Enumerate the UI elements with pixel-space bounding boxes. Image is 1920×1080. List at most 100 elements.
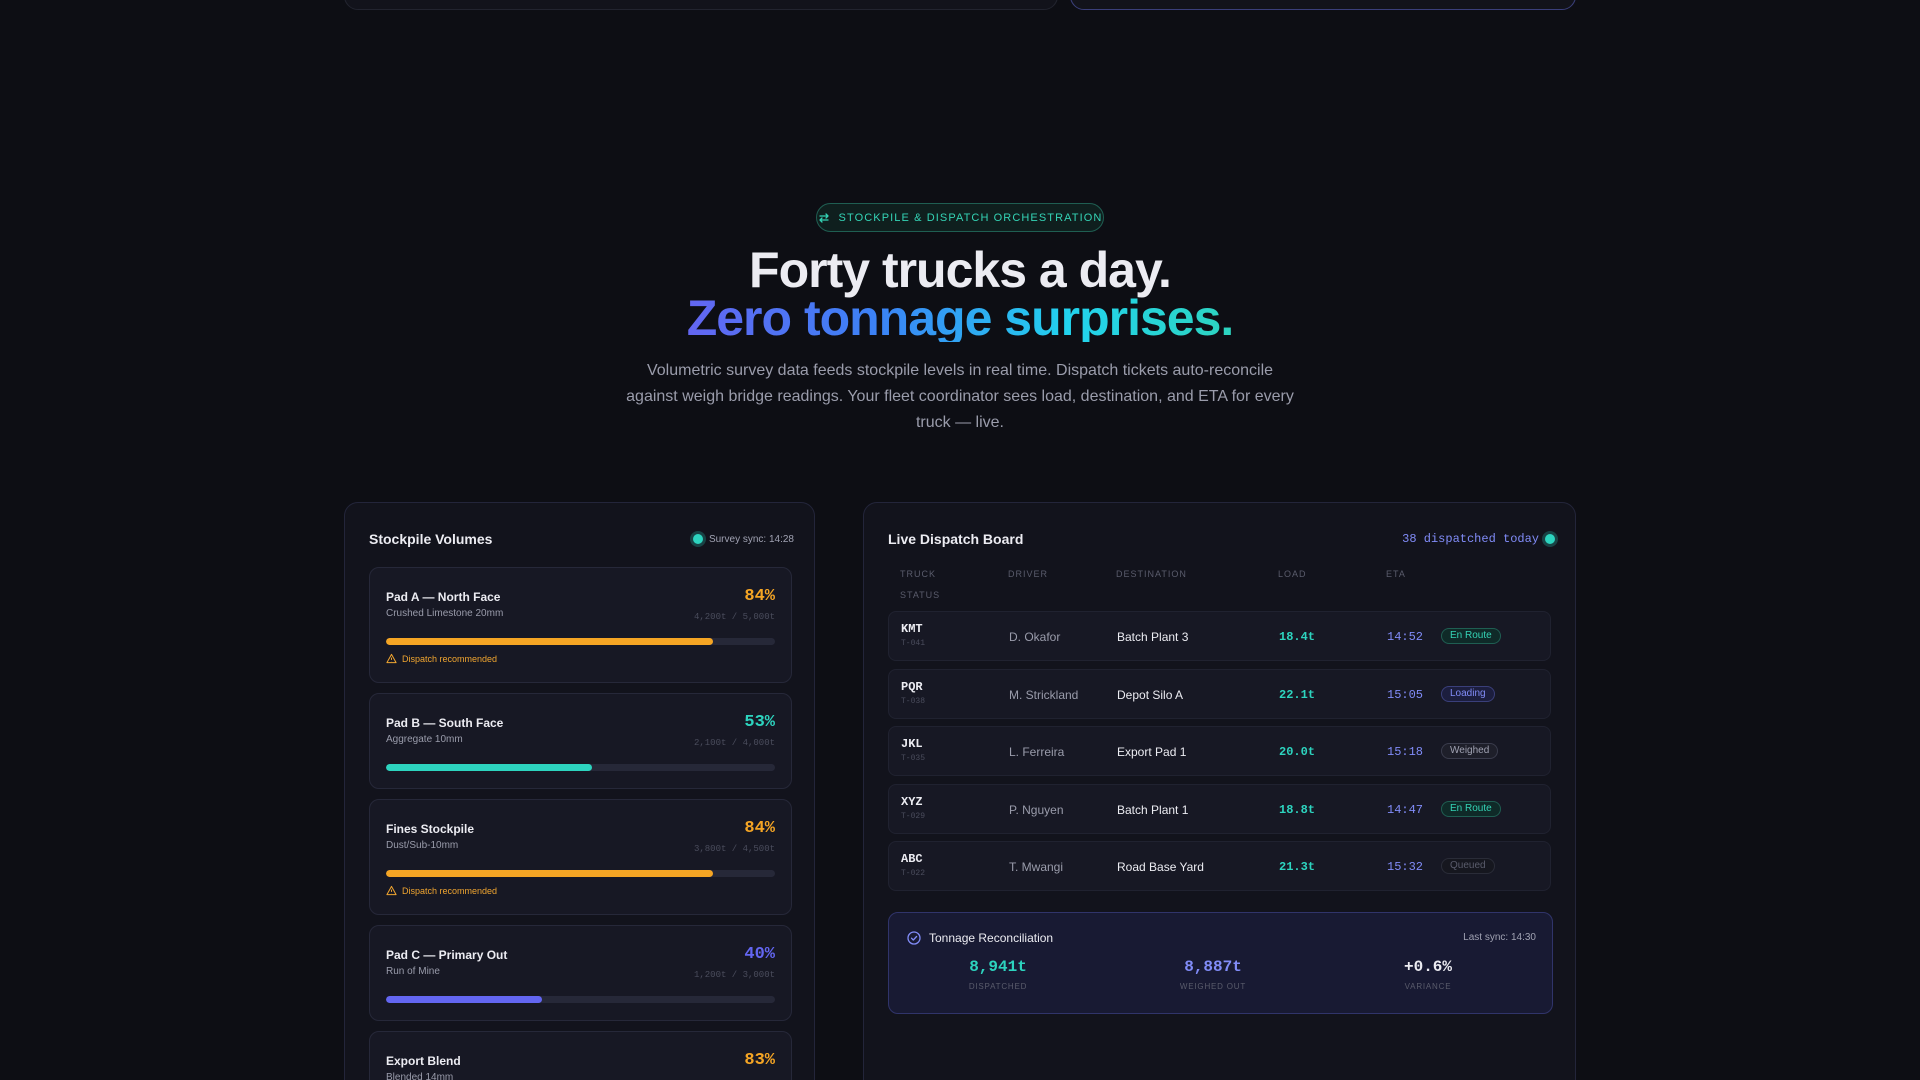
stockpile-card[interactable]: Pad B — South Face Aggregate 10mm 53% 2,100…	[369, 693, 792, 789]
col-status: STATUS	[900, 590, 941, 600]
truck-id: T-041	[901, 639, 926, 648]
destination: Batch Plant 1	[1117, 802, 1189, 817]
load-value: 20.0t	[1279, 745, 1316, 759]
eta-value: 14:47	[1387, 802, 1424, 817]
stockpile-card[interactable]: Export Blend Blended 14mm 83%	[369, 1031, 792, 1080]
eta-value: 15:05	[1387, 687, 1424, 702]
dispatch-row[interactable]: XYZ T-029 P. Nguyen Batch Plant 1 18.8t 14:47…	[888, 783, 1551, 834]
dispatch-row[interactable]: PQR T-038 M. Strickland Depot Silo A 22.1t 15…	[888, 668, 1551, 719]
load-value: 18.8t	[1279, 802, 1316, 817]
stockpile-quantity: 1,200t / 3,000t	[693, 970, 775, 980]
top-card-right	[1070, 0, 1576, 10]
stockpile-progress-fill	[386, 996, 542, 1003]
dispatch-row[interactable]: KMT T-041 D. Okafor Batch Plant 3 18.4t 14:52…	[888, 611, 1551, 661]
hero-subtitle: Volumetric survey data feeds stockpile l…	[626, 362, 1294, 431]
recon-stat-value: 8,887t	[1184, 958, 1242, 976]
stockpile-name: Pad A — North Face	[386, 590, 501, 604]
truck-code: PQR	[901, 679, 923, 694]
recon-header: Tonnage Reconciliation	[907, 931, 1053, 945]
destination: Road Base Yard	[1117, 860, 1204, 874]
destination: Export Pad 1	[1117, 745, 1187, 759]
eyebrow-badge: STOCKPILE & DISPATCH ORCHESTRATION	[816, 203, 1104, 232]
live-dot-icon	[692, 534, 703, 544]
stockpile-progress-track	[386, 764, 775, 771]
stockpile-progress-track	[386, 996, 775, 1003]
live-dot-icon	[1545, 534, 1555, 544]
dispatch-title: Live Dispatch Board	[888, 531, 1024, 547]
recon-stat: +0.6% VARIANCE	[1328, 958, 1528, 991]
col-eta: ETA	[1386, 569, 1406, 579]
truck-code: ABC	[901, 852, 923, 866]
stockpile-quantity: 2,100t / 4,000t	[693, 738, 775, 748]
driver-name: T. Mwangi	[1009, 860, 1064, 874]
stockpile-card[interactable]: Pad C — Primary Out Run of Mine 40% 1,200t …	[369, 925, 792, 1021]
load-value: 18.4t	[1279, 630, 1316, 644]
load-value: 22.1t	[1279, 687, 1316, 702]
status-badge: Loading	[1441, 685, 1495, 702]
truck-id: T-035	[901, 754, 926, 763]
status-badge: En Route	[1441, 628, 1501, 644]
dispatch-warning-text: Dispatch recommended	[402, 653, 498, 664]
driver-name: P. Nguyen	[1009, 802, 1064, 817]
stockpile-quantity: 4,200t / 5,000t	[693, 612, 775, 622]
stockpile-panel: Stockpile Volumes Survey sync: 14:28 Pad…	[344, 502, 815, 1080]
truck-id: T-029	[901, 811, 926, 821]
warning-triangle-icon	[386, 885, 397, 896]
warning-triangle-icon	[386, 653, 397, 664]
eyebrow-text: STOCKPILE & DISPATCH ORCHESTRATION	[838, 211, 1103, 224]
recon-title: Tonnage Reconciliation	[929, 931, 1054, 945]
recon-stat-label: WEIGHED OUT	[1179, 982, 1247, 991]
driver-name: L. Ferreira	[1009, 745, 1065, 759]
recon-stat-value: +0.6%	[1403, 958, 1452, 976]
stockpile-progress-fill	[386, 870, 713, 877]
swap-arrows-icon	[818, 212, 829, 223]
eta-value: 14:52	[1387, 630, 1424, 644]
hero-title-line2: Zero tonnage surprises.	[686, 290, 1235, 346]
stockpile-progress-fill	[386, 638, 713, 645]
col-truck: TRUCK	[900, 569, 936, 579]
eta-value: 15:18	[1387, 745, 1424, 759]
truck-id: T-022	[901, 869, 926, 878]
stockpile-card[interactable]: Pad A — North Face Crushed Limestone 20mm…	[369, 567, 792, 683]
stockpile-card[interactable]: Fines Stockpile Dust/Sub-10mm 84% 3,800t / …	[369, 799, 792, 915]
stockpile-progress-fill	[386, 764, 593, 771]
stockpile-material: Blended 14mm	[386, 1072, 454, 1080]
eta-value: 15:32	[1387, 860, 1424, 874]
recon-stat: 8,887t WEIGHED OUT	[1113, 958, 1313, 991]
dispatch-warning: Dispatch recommended	[386, 653, 497, 664]
destination: Depot Silo A	[1117, 687, 1184, 702]
stockpile-header: Stockpile Volumes Survey sync: 14:28	[369, 531, 794, 547]
recon-stat-label: DISPATCHED	[968, 982, 1028, 991]
recon-stat-value: 8,941t	[969, 958, 1027, 976]
dispatch-header: Live Dispatch Board 38 dispatched today	[888, 531, 1555, 547]
stockpile-percent: 84%	[744, 587, 775, 606]
stockpile-material: Crushed Limestone 20mm	[386, 608, 504, 619]
stockpile-name: Pad C — Primary Out	[386, 948, 508, 962]
truck-code: XYZ	[901, 794, 923, 809]
stockpile-progress-track	[386, 870, 775, 877]
dispatch-row[interactable]: ABC T-022 T. Mwangi Road Base Yard 21.3t 15:3…	[888, 841, 1551, 891]
stockpile-progress-track	[386, 638, 775, 645]
col-destination: DESTINATION	[1116, 569, 1187, 579]
stockpile-name: Export Blend	[386, 1054, 461, 1068]
status-badge: Weighed	[1441, 743, 1499, 759]
hero-title: Forty trucks a day. Zero tonnage surpris…	[0, 242, 1920, 346]
col-driver: DRIVER	[1008, 569, 1049, 579]
recon-stat-label: VARIANCE	[1404, 982, 1452, 991]
hero-title-line1: Forty trucks a day.	[749, 242, 1172, 298]
status-badge: En Route	[1441, 800, 1501, 817]
check-circle-icon	[907, 931, 921, 945]
dispatch-count: 38 dispatched today	[1402, 532, 1555, 546]
driver-name: D. Okafor	[1009, 630, 1061, 644]
stockpile-percent: 84%	[744, 819, 775, 838]
tonnage-reconciliation: Tonnage Reconciliation Last sync: 14:30 …	[888, 912, 1553, 1014]
top-card-left	[344, 0, 1058, 10]
stockpile-title: Stockpile Volumes	[369, 531, 493, 547]
load-value: 21.3t	[1279, 860, 1316, 874]
driver-name: M. Strickland	[1009, 687, 1079, 702]
destination: Batch Plant 3	[1117, 630, 1189, 644]
dispatch-count-label: 38 dispatched today	[1402, 532, 1539, 546]
status-badge: Queued	[1441, 858, 1495, 874]
dispatch-row[interactable]: JKL T-035 L. Ferreira Export Pad 1 20.0t 15:1…	[888, 726, 1551, 776]
survey-sync-label: Survey sync: 14:28	[708, 533, 794, 545]
